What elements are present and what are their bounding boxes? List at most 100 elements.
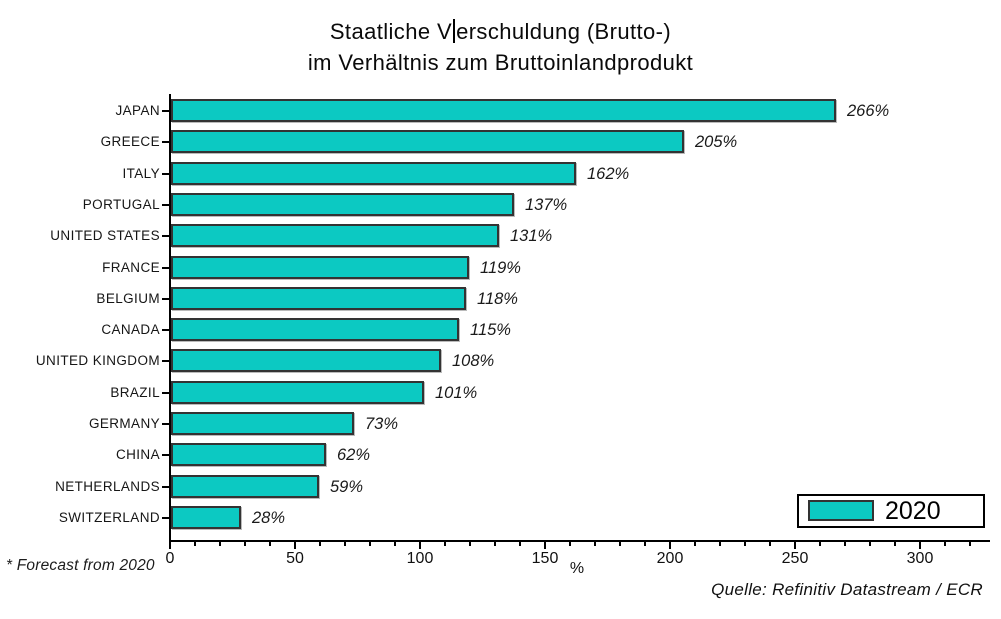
x-tick-label: 50	[286, 550, 304, 567]
bar	[171, 318, 459, 341]
y-axis-tick	[162, 204, 169, 206]
bar	[171, 193, 514, 216]
x-axis-minor-tick	[819, 542, 821, 546]
x-axis-major-tick	[169, 542, 171, 549]
bar-value-label: 73%	[365, 415, 399, 433]
category-label: UNITED STATES	[50, 228, 160, 243]
x-tick-label: 150	[531, 550, 559, 567]
x-axis-minor-tick	[844, 542, 846, 546]
legend-swatch	[808, 500, 874, 521]
bar	[171, 506, 241, 529]
x-axis-minor-tick	[319, 542, 321, 546]
bar-value-label: 118%	[477, 290, 518, 308]
category-label: FRANCE	[102, 260, 160, 275]
x-axis-minor-tick	[519, 542, 521, 546]
bar	[171, 256, 469, 279]
x-axis-minor-tick	[269, 542, 271, 546]
bar	[171, 349, 441, 372]
bar-value-label: 162%	[587, 165, 630, 183]
x-axis-minor-tick	[594, 542, 596, 546]
x-tick-label: 200	[656, 550, 684, 567]
y-axis-tick	[162, 423, 169, 425]
x-axis-minor-tick	[219, 542, 221, 546]
y-axis-tick	[162, 235, 169, 237]
bar-value-label: 115%	[470, 321, 511, 339]
x-axis-minor-tick	[694, 542, 696, 546]
x-axis-major-tick	[419, 542, 421, 549]
chart-title-line2: im Verhältnis zum Bruttoinlandprodukt	[307, 50, 694, 75]
bar-value-label: 119%	[480, 259, 521, 277]
category-label: CANADA	[101, 322, 160, 337]
y-axis-tick	[162, 110, 169, 112]
y-axis-tick	[162, 329, 169, 331]
bar-value-label: 28%	[252, 509, 286, 527]
bar	[171, 443, 326, 466]
y-axis-line	[169, 94, 171, 542]
x-axis-minor-tick	[244, 542, 246, 546]
bar	[171, 381, 424, 404]
x-tick-label: 300	[906, 550, 934, 567]
category-label: PORTUGAL	[82, 197, 160, 212]
category-label: BELGIUM	[96, 291, 160, 306]
x-axis-minor-tick	[344, 542, 346, 546]
x-axis-major-tick	[544, 542, 546, 549]
bar-value-label: 266%	[847, 102, 890, 120]
y-axis-tick	[162, 141, 169, 143]
bar	[171, 162, 576, 185]
bar	[171, 287, 466, 310]
bar-value-label: 205%	[695, 133, 738, 151]
x-axis-minor-tick	[644, 542, 646, 546]
category-label: JAPAN	[115, 103, 160, 118]
y-axis-tick	[162, 267, 169, 269]
x-axis-minor-tick	[394, 542, 396, 546]
category-label: SWITZERLAND	[58, 510, 160, 525]
x-axis-minor-tick	[494, 542, 496, 546]
category-label: BRAZIL	[110, 385, 160, 400]
x-axis-minor-tick	[769, 542, 771, 546]
bar	[171, 130, 684, 153]
x-axis-minor-tick	[869, 542, 871, 546]
y-axis-tick	[162, 360, 169, 362]
source-credit: Quelle: Refinitiv Datastream / ECR	[711, 580, 983, 599]
category-label: NETHERLANDS	[55, 479, 160, 494]
title-line1-post: erschuldung (Brutto-)	[456, 19, 672, 44]
category-label: ITALY	[122, 166, 160, 181]
category-label: GERMANY	[88, 416, 160, 431]
x-axis-major-tick	[669, 542, 671, 549]
category-label: CHINA	[115, 447, 160, 462]
x-axis-minor-tick	[369, 542, 371, 546]
bar-value-label: 101%	[435, 384, 478, 402]
x-axis-minor-tick	[719, 542, 721, 546]
x-axis-unit-label: %	[569, 560, 585, 577]
category-label: UNITED KINGDOM	[35, 353, 160, 368]
y-axis-tick	[162, 517, 169, 519]
x-axis-major-tick	[919, 542, 921, 549]
x-axis-minor-tick	[444, 542, 446, 546]
x-axis-minor-tick	[944, 542, 946, 546]
bar	[171, 99, 836, 122]
title-line1-pre: Staatliche V	[329, 19, 453, 44]
bar-value-label: 62%	[337, 446, 371, 464]
x-axis-minor-tick	[469, 542, 471, 546]
bar-value-label: 59%	[330, 478, 364, 496]
x-tick-label: 0	[165, 550, 175, 567]
y-axis-tick	[162, 454, 169, 456]
y-axis-tick	[162, 298, 169, 300]
bar-value-label: 108%	[452, 352, 495, 370]
x-axis-minor-tick	[194, 542, 196, 546]
y-axis-tick	[162, 392, 169, 394]
category-label: GREECE	[100, 134, 160, 149]
x-axis-minor-tick	[619, 542, 621, 546]
x-axis-line	[169, 540, 990, 542]
legend-box: 2020	[797, 494, 985, 528]
x-axis-minor-tick	[894, 542, 896, 546]
y-axis-tick	[162, 173, 169, 175]
y-axis-tick	[162, 486, 169, 488]
bar-value-label: 137%	[525, 196, 568, 214]
bar	[171, 224, 499, 247]
forecast-footnote: * Forecast from 2020	[6, 557, 155, 574]
x-axis-major-tick	[294, 542, 296, 549]
